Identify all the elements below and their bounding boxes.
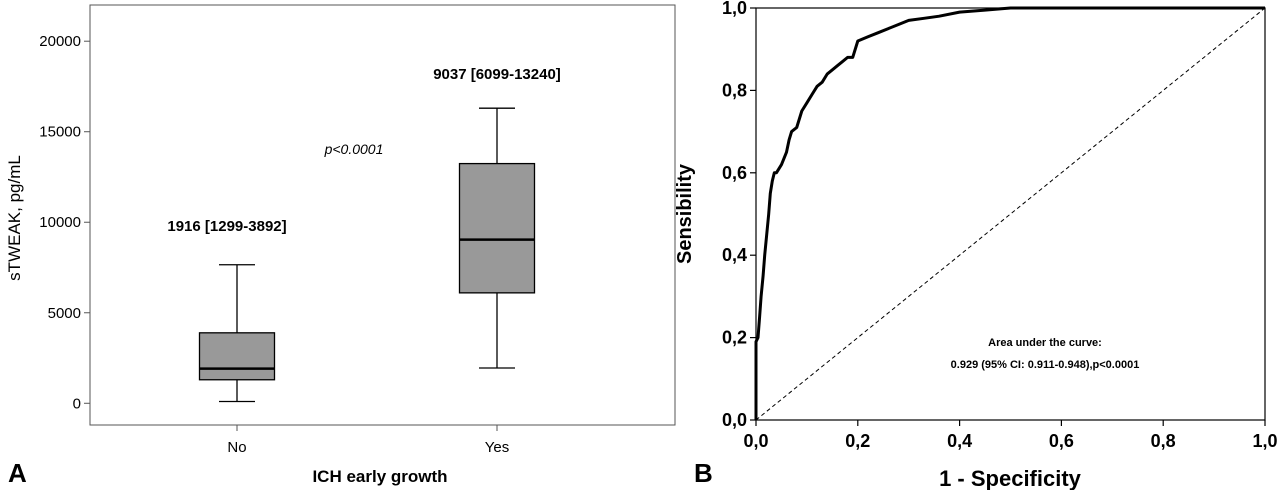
panel-label-b: B (694, 458, 713, 488)
auc-title: Area under the curve: (988, 337, 1102, 349)
roc-x-tick-label: 0,4 (947, 431, 972, 451)
roc-x-ticks: 0,0 0,2 0,4 0,6 0,8 1,0 (743, 420, 1278, 451)
roc-lines (754, 6, 1266, 421)
roc-y-tick-label: 0,4 (722, 245, 747, 265)
roc-y-tick-label: 0,0 (722, 410, 747, 430)
boxplot-frame (89, 4, 676, 426)
roc-x-tick-label: 0,2 (845, 431, 870, 451)
box-label-yes: 9037 [6099-13240] (433, 66, 561, 83)
roc-y-tick-label: 0,2 (722, 328, 747, 348)
roc-y-tick-label: 0,6 (722, 163, 747, 183)
boxplot-x-axis-label: ICH early growth (312, 467, 447, 486)
category-label-no: No (227, 439, 246, 456)
roc-x-tick-label: 0,6 (1049, 431, 1074, 451)
y-tick-label: 0 (73, 395, 81, 412)
box-label-no: 1916 [1299-3892] (167, 218, 286, 235)
y-tick-label: 10000 (39, 214, 81, 231)
boxplot-y-ticks: 0 5000 10000 15000 20000 (39, 33, 90, 412)
roc-x-tick-label: 1,0 (1252, 431, 1277, 451)
roc-x-axis-label: 1 - Specificity (939, 466, 1082, 490)
category-label-yes: Yes (485, 439, 509, 456)
y-tick-label: 15000 (39, 124, 81, 141)
iqr-box-yes (458, 162, 536, 294)
y-tick-label: 20000 (39, 33, 81, 50)
boxplot-y-axis-label: sTWEAK, pg/mL (5, 155, 24, 281)
roc-y-tick-label: 0,8 (722, 80, 747, 100)
roc-x-tick-label: 0,0 (743, 431, 768, 451)
panel-label-a: A (8, 458, 27, 488)
boxplot-boxes (198, 107, 536, 403)
p-value-annotation: p<0.0001 (324, 141, 384, 157)
roc-y-tick-label: 1,0 (722, 0, 747, 18)
y-tick-label: 5000 (48, 305, 81, 322)
roc-x-tick-label: 0,8 (1151, 431, 1176, 451)
roc-curve-line (754, 6, 1265, 420)
boxplot-x-ticks: No Yes (227, 425, 509, 456)
panel-a-boxplot: 0 5000 10000 15000 20000 No Yes 1916 [1299-38… (5, 4, 676, 488)
roc-y-axis-label: Sensibility (674, 163, 696, 264)
panel-b-roc-curve: 0,0 0,2 0,4 0,6 0,8 1,0 0,0 0,2 0,4 0,6 0,8 1,0 Ar… (674, 0, 1278, 490)
iqr-box-no (198, 332, 276, 381)
roc-y-ticks: 0,0 0,2 0,4 0,6 0,8 1,0 (722, 0, 756, 430)
auc-value: 0.929 (95% CI: 0.911-0.948),p<0.0001 (951, 359, 1140, 371)
